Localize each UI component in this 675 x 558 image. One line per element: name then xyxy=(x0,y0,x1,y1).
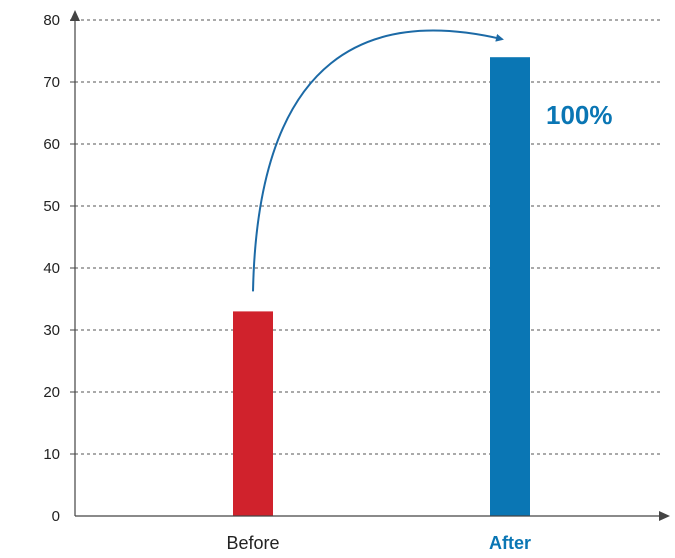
x-label-before: Before xyxy=(226,533,279,553)
x-axis-arrowhead xyxy=(659,511,670,521)
y-tick-label: 40 xyxy=(43,260,60,277)
gridlines xyxy=(70,19,660,455)
y-tick-label: 80 xyxy=(43,12,60,29)
axes xyxy=(70,10,670,521)
y-tick-label: 30 xyxy=(43,322,60,339)
bars xyxy=(233,57,530,516)
y-tick-label: 0 xyxy=(52,508,60,525)
y-tick-label: 10 xyxy=(43,446,60,463)
x-category-labels: Before After xyxy=(226,533,531,553)
y-tick-label: 20 xyxy=(43,384,60,401)
bar-before xyxy=(233,311,273,516)
x-label-after: After xyxy=(489,533,531,553)
bar-after xyxy=(490,57,530,516)
y-axis-arrowhead xyxy=(70,10,80,21)
growth-arrow xyxy=(252,29,504,292)
y-tick-label: 50 xyxy=(43,198,60,215)
y-tick-labels: 0 10 20 30 40 50 60 70 80 xyxy=(43,12,60,525)
growth-percentage-label: 100% xyxy=(546,100,613,130)
y-tick-label: 70 xyxy=(43,74,60,91)
y-tick-label: 60 xyxy=(43,136,60,153)
